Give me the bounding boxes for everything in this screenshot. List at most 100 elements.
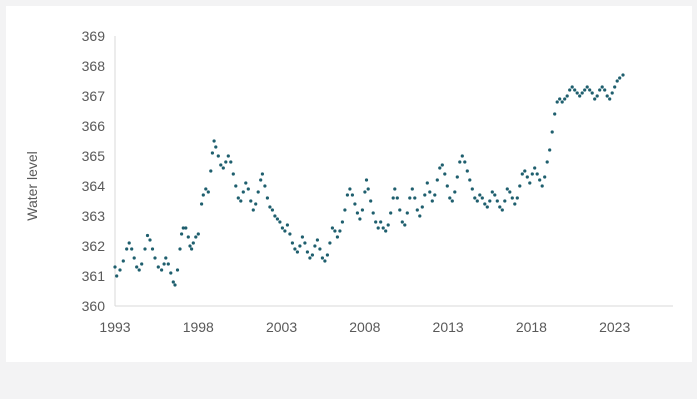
- data-point: [366, 187, 370, 191]
- data-point: [425, 181, 429, 185]
- data-point: [485, 205, 489, 209]
- data-point: [288, 232, 292, 236]
- data-point: [563, 97, 567, 101]
- data-point: [493, 193, 497, 197]
- data-point: [196, 232, 200, 236]
- data-point: [259, 178, 263, 182]
- data-point: [371, 211, 375, 215]
- data-point: [178, 247, 182, 251]
- data-point: [224, 160, 228, 164]
- data-point: [249, 199, 253, 203]
- data-point: [369, 199, 373, 203]
- data-point: [403, 223, 407, 227]
- data-point: [305, 250, 309, 254]
- data-point: [618, 76, 622, 80]
- data-point: [212, 139, 216, 143]
- data-point: [285, 223, 289, 227]
- data-point: [410, 187, 414, 191]
- data-point: [313, 244, 317, 248]
- data-point: [400, 220, 404, 224]
- data-point: [413, 196, 417, 200]
- data-point: [468, 178, 472, 182]
- data-point: [325, 253, 329, 257]
- data-point: [605, 94, 609, 98]
- data-point: [443, 172, 447, 176]
- data-point: [503, 199, 507, 203]
- data-point: [550, 130, 554, 134]
- data-point: [160, 268, 164, 272]
- data-point: [478, 193, 482, 197]
- axes: [114, 36, 673, 307]
- data-point: [164, 256, 168, 260]
- data-point: [455, 175, 459, 179]
- data-point: [173, 283, 177, 287]
- data-point: [433, 193, 437, 197]
- data-point: [241, 190, 245, 194]
- y-tick-label: 369: [82, 28, 106, 44]
- data-point: [363, 190, 367, 194]
- data-point: [229, 160, 233, 164]
- data-point: [475, 199, 479, 203]
- data-point: [520, 172, 524, 176]
- data-point: [180, 232, 184, 236]
- data-point: [137, 268, 141, 272]
- data-point: [280, 226, 284, 230]
- data-point: [523, 169, 527, 173]
- data-point: [328, 241, 332, 245]
- data-point: [118, 268, 122, 272]
- data-point: [125, 247, 129, 251]
- data-point: [171, 280, 175, 284]
- data-point: [140, 262, 144, 266]
- data-point: [488, 199, 492, 203]
- data-point: [498, 205, 502, 209]
- data-point: [191, 241, 195, 245]
- data-point: [298, 244, 302, 248]
- data-point: [330, 226, 334, 230]
- data-point: [204, 187, 208, 191]
- data-point: [500, 208, 504, 212]
- data-point: [513, 202, 517, 206]
- data-point: [340, 220, 344, 224]
- data-point: [463, 160, 467, 164]
- data-points: [113, 73, 625, 287]
- x-tick-label: 2003: [266, 319, 297, 335]
- y-tick-label: 360: [82, 298, 106, 314]
- data-point: [181, 226, 185, 230]
- y-tick-label: 365: [82, 148, 106, 164]
- data-point: [236, 196, 240, 200]
- data-point: [318, 247, 322, 251]
- data-point: [226, 154, 230, 158]
- data-point: [153, 256, 157, 260]
- data-point: [448, 196, 452, 200]
- data-point: [483, 202, 487, 206]
- data-point: [201, 193, 205, 197]
- data-point: [548, 148, 552, 152]
- data-point: [395, 196, 399, 200]
- data-point: [583, 88, 587, 92]
- y-tick-label: 363: [82, 208, 106, 224]
- x-tick-label: 2023: [599, 319, 630, 335]
- data-point: [145, 233, 150, 238]
- data-point: [621, 73, 625, 77]
- data-point: [384, 229, 388, 233]
- data-point: [200, 202, 204, 206]
- data-point: [353, 202, 357, 206]
- data-point: [570, 85, 574, 89]
- data-point: [303, 241, 307, 245]
- data-point: [121, 259, 125, 263]
- data-point: [418, 214, 422, 218]
- data-point: [465, 169, 469, 173]
- data-point: [127, 241, 131, 245]
- x-tick-labels: 1993 1998 2003 2008 2013 2018 2023: [99, 319, 630, 335]
- data-point: [600, 85, 604, 89]
- data-point: [565, 94, 569, 98]
- data-point: [216, 154, 220, 158]
- data-point: [343, 208, 347, 212]
- data-point: [283, 229, 287, 233]
- data-point: [545, 160, 549, 164]
- data-point: [150, 247, 155, 251]
- data-point: [360, 208, 364, 212]
- data-point: [268, 205, 272, 209]
- data-point: [515, 196, 519, 200]
- data-point: [423, 193, 427, 197]
